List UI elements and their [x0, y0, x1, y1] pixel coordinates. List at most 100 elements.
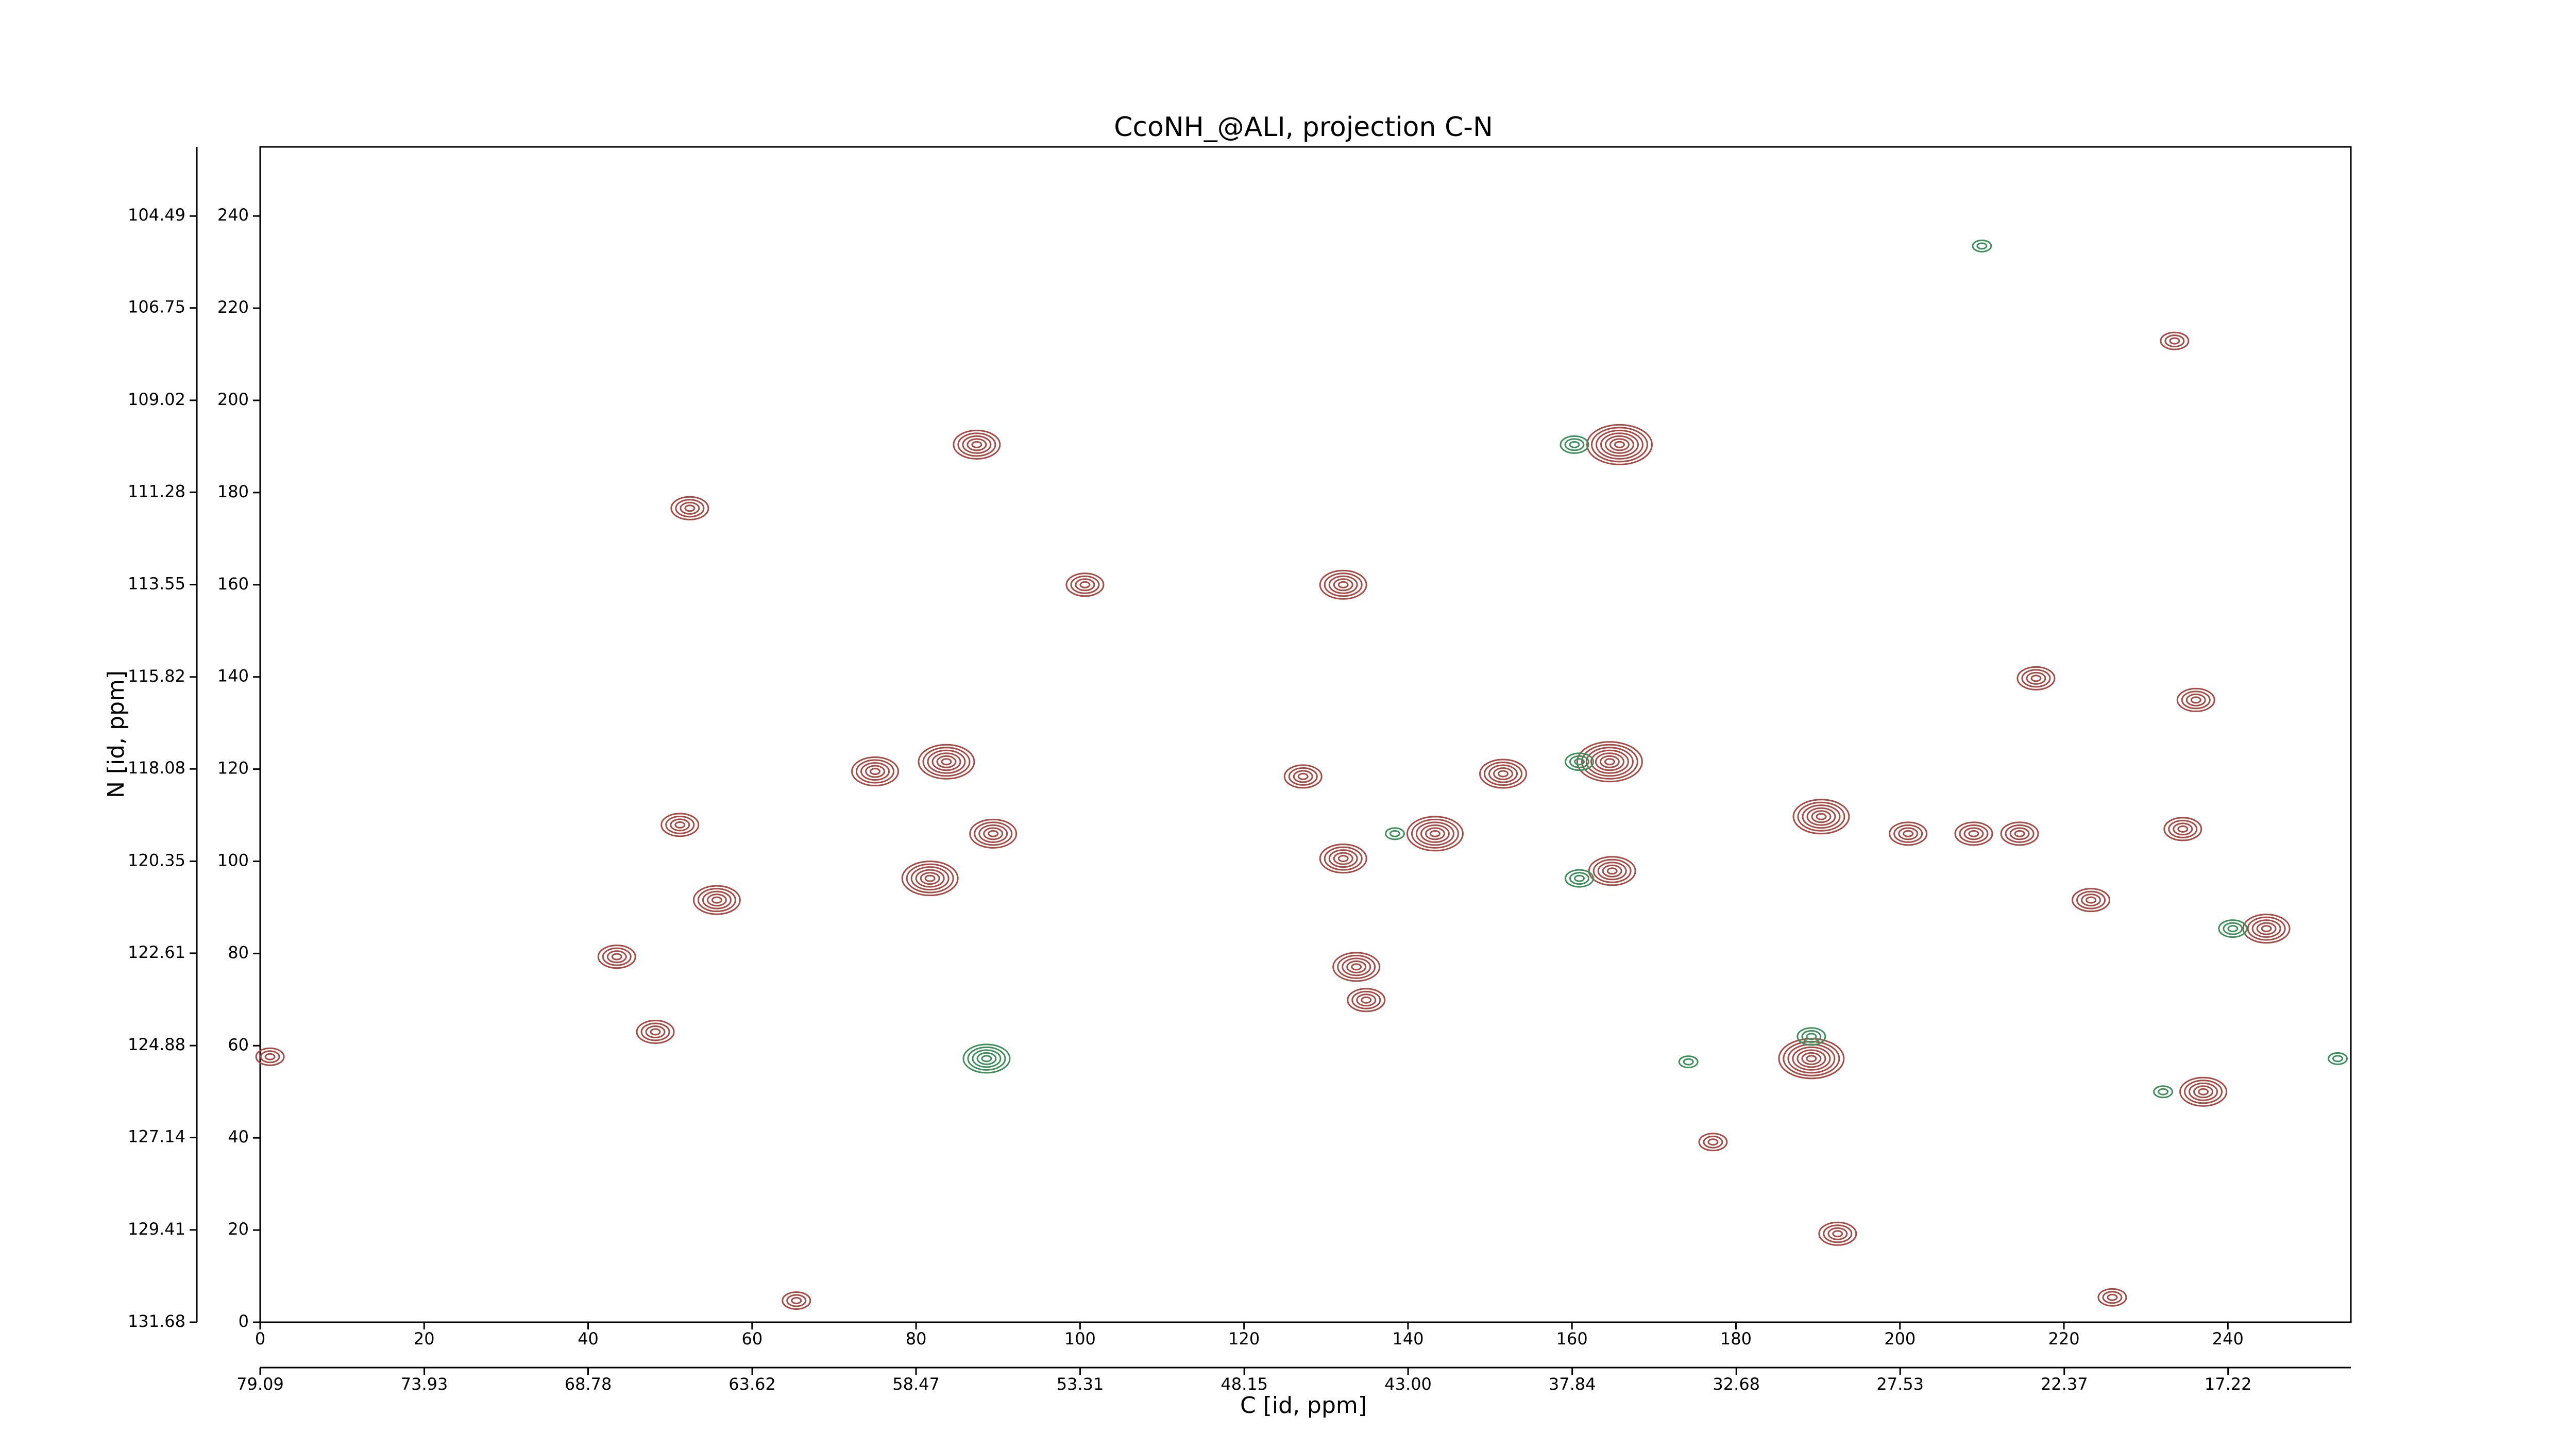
- x2-tick-label: 79.09: [236, 1374, 284, 1394]
- contour-ring: [1889, 821, 1928, 846]
- contour-ring: [1792, 1046, 1831, 1071]
- contour-peak: [1384, 827, 1405, 840]
- contour-ring: [684, 504, 696, 512]
- contour-ring: [1600, 432, 1639, 457]
- x-tick-label: 220: [2048, 1329, 2079, 1349]
- contour-ring: [856, 759, 895, 784]
- contour-ring: [1585, 747, 1634, 777]
- contour-ring: [660, 813, 700, 837]
- contour-ring: [1832, 1230, 1843, 1238]
- contour-ring: [1604, 758, 1615, 766]
- contour-ring: [870, 768, 881, 776]
- x2-tick-label: 53.31: [1057, 1374, 1104, 1394]
- contour-ring: [2189, 1082, 2218, 1101]
- contour-ring: [1337, 855, 1349, 863]
- contour-ring: [1792, 799, 1850, 835]
- contour-ring: [1075, 578, 1095, 592]
- contour-ring: [2247, 916, 2286, 941]
- contour-ring: [1801, 1030, 1822, 1043]
- contour-peak: [953, 429, 1001, 460]
- contour-ring: [1283, 764, 1323, 789]
- contour-ring: [1903, 830, 1914, 837]
- contour-ring: [1351, 990, 1381, 1009]
- y-tick-label: 0: [239, 1311, 249, 1331]
- contour-ring: [969, 818, 1018, 849]
- contour-ring: [1324, 572, 1363, 597]
- contour-ring: [2086, 896, 2097, 904]
- contour-peak: [1972, 239, 1992, 252]
- contour-peak: [962, 1043, 1011, 1074]
- contour-ring: [983, 827, 1004, 840]
- contour-ring: [910, 866, 950, 891]
- contour-ring: [972, 1049, 1002, 1068]
- contour-ring: [1606, 867, 1618, 875]
- contour-ring: [2256, 922, 2277, 935]
- contour-ring: [1574, 874, 1585, 882]
- contour-ring: [1806, 1033, 1817, 1040]
- x2-tick-label: 27.53: [1876, 1374, 1924, 1394]
- contour-ring: [606, 950, 627, 964]
- contour-ring: [953, 429, 1001, 460]
- y-tick-label: 200: [217, 390, 249, 409]
- contour-ring: [1574, 758, 1585, 766]
- contour-ring: [2190, 696, 2201, 704]
- x2-tick-label: 63.62: [728, 1374, 776, 1394]
- contour-ring: [906, 863, 954, 894]
- contour-ring: [670, 496, 709, 520]
- contour-ring: [2179, 1076, 2228, 1107]
- contour-peak: [2242, 914, 2291, 944]
- contour-ring: [1823, 1224, 1853, 1243]
- contour-ring: [2251, 919, 2281, 938]
- contour-ring: [922, 747, 971, 777]
- x2-tick-label: 37.84: [1549, 1374, 1596, 1394]
- contour-ring: [2328, 1052, 2348, 1065]
- contour-ring: [2177, 825, 2189, 833]
- contour-ring: [665, 815, 695, 834]
- contour-ring: [2102, 1291, 2123, 1304]
- x2-tick-label: 58.47: [892, 1374, 940, 1394]
- contour-ring: [2164, 334, 2185, 348]
- contour-ring: [2168, 819, 2198, 838]
- contour-ring: [1806, 1055, 1817, 1063]
- contour-peak: [2328, 1052, 2348, 1065]
- contour-ring: [1389, 830, 1400, 837]
- contour-peak: [2153, 1085, 2174, 1099]
- contour-peak: [1347, 988, 1386, 1013]
- contour-ring: [1351, 963, 1362, 971]
- contour-ring: [645, 1025, 666, 1038]
- contour-peak: [1479, 759, 1528, 789]
- contour-ring: [1801, 1052, 1822, 1065]
- contour-ring: [1678, 1055, 1699, 1069]
- y-tick-label: 20: [228, 1219, 249, 1239]
- x-tick-label: 0: [255, 1329, 265, 1349]
- contour-ring: [2076, 890, 2106, 909]
- y2-tick-label: 115.82: [128, 666, 185, 686]
- contour-ring: [2160, 331, 2190, 350]
- contour-ring: [1590, 749, 1629, 774]
- contour-peak: [918, 744, 975, 780]
- contour-ring: [602, 947, 632, 966]
- contour-peak: [782, 1291, 811, 1310]
- contour-ring: [2176, 687, 2215, 712]
- contour-ring: [1698, 1133, 1728, 1152]
- contour-ring: [941, 758, 952, 766]
- y2-tick-label: 106.75: [128, 297, 185, 317]
- contour-ring: [597, 945, 636, 969]
- contour-peak: [1319, 844, 1367, 874]
- x-tick-label: 160: [1556, 1329, 1588, 1349]
- contour-ring: [981, 1055, 992, 1063]
- contour-ring: [2223, 922, 2243, 935]
- contour-ring: [1293, 770, 1313, 783]
- contour-ring: [1319, 844, 1367, 874]
- contour-peak: [1818, 1221, 1857, 1246]
- contour-ring: [2332, 1055, 2344, 1063]
- contour-ring: [915, 869, 945, 888]
- contour-ring: [1564, 438, 1585, 451]
- contour-peak: [1889, 821, 1928, 846]
- contour-peak: [1797, 1027, 1826, 1046]
- contour-ring: [1498, 770, 1509, 778]
- contour-ring: [1802, 804, 1841, 829]
- contour-ring: [1827, 1227, 1848, 1240]
- contour-peak: [2179, 1076, 2228, 1107]
